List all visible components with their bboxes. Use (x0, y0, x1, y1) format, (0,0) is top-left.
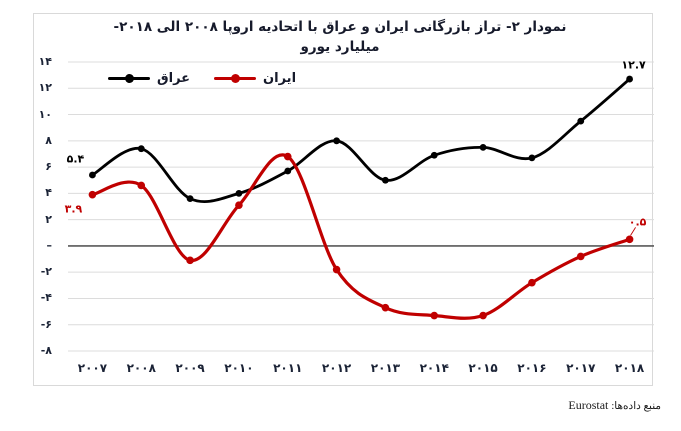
y-axis-tick-label: ۱۴ (38, 55, 52, 68)
data-point-marker (137, 145, 145, 153)
data-point-marker (577, 117, 585, 125)
x-axis-tick-label: ۲۰۱۳ (370, 361, 401, 375)
x-axis-tick-label: ۲۰۱۲ (321, 361, 352, 375)
data-point-marker (186, 256, 194, 265)
data-label: ۵.۴ (66, 152, 85, 166)
data-point-marker (576, 252, 585, 261)
y-axis-tick-label: ۱۲ (38, 81, 52, 95)
data-point-marker (528, 278, 536, 287)
x-axis-tick-label: ۲۰۱۸ (614, 361, 645, 375)
annotation-leader-line (630, 227, 636, 236)
data-point-marker (626, 75, 633, 83)
data-point-marker (479, 143, 487, 151)
y-axis-tick-label: ۴ (45, 186, 52, 200)
data-point-marker (186, 195, 194, 203)
legend-line-marker-icon (214, 74, 257, 83)
y-axis-tick-label: -۸ (40, 344, 52, 357)
legend: عراق ایران (108, 71, 296, 86)
data-point-marker (333, 137, 340, 145)
data-label: ۳.۹ (64, 202, 83, 216)
y-axis-tick-label: – (46, 238, 53, 252)
source-note-label: منبع داده‌ها: (611, 401, 661, 412)
legend-item-iran: ایران (214, 71, 296, 86)
data-point-marker (430, 311, 439, 320)
x-axis-tick-label: ۲۰۰۷ (77, 361, 108, 375)
x-axis-tick-label: ۲۰۱۰ (224, 361, 254, 375)
data-point-marker (528, 154, 536, 162)
legend-label-iraq: عراق (157, 71, 191, 86)
y-axis-tick-label: ۸ (45, 133, 52, 147)
data-point-marker (235, 201, 243, 209)
data-point-marker (284, 167, 292, 175)
chart-border-box (33, 13, 653, 386)
data-point-marker (479, 311, 487, 320)
data-point-marker (381, 303, 390, 312)
legend-item-iraq: عراق (108, 71, 190, 86)
data-point-marker (88, 190, 97, 199)
legend-line-marker-icon (108, 74, 150, 83)
x-axis-tick-label: ۲۰۱۱ (273, 361, 303, 375)
y-axis-tick-label: -۶ (40, 317, 52, 331)
x-axis-tick-label: ۲۰۰۸ (126, 361, 156, 375)
y-axis-tick-label: -۴ (40, 291, 52, 305)
source-note-value: Eurostat (568, 398, 609, 412)
data-label: ۰.۵ (628, 215, 647, 229)
x-axis-tick-label: ۲۰۱۴ (419, 361, 449, 375)
data-point-marker (283, 152, 292, 161)
y-axis-tick-label: -۲ (40, 265, 52, 279)
y-axis-tick-label: ۶ (45, 160, 52, 174)
legend-label-iran: ایران (263, 71, 297, 86)
data-point-marker (625, 235, 634, 244)
data-point-marker (332, 265, 341, 274)
data-point-marker (430, 151, 438, 159)
data-label: ۱۲.۷ (621, 58, 646, 72)
series-line-iraq (91, 77, 631, 203)
y-axis-tick-label: ۲ (45, 212, 52, 226)
data-point-marker (382, 176, 389, 184)
series-line-iran (90, 153, 632, 320)
x-axis-tick-label: ۲۰۱۶ (517, 361, 547, 375)
x-axis-tick-label: ۲۰۰۹ (175, 361, 205, 375)
data-point-marker (235, 189, 243, 197)
chart-title: نمودار ۲- تراز بازرگانی ایران و عراق با … (113, 19, 567, 35)
x-axis-tick-label: ۲۰۱۷ (566, 361, 596, 375)
data-point-marker (89, 171, 96, 179)
x-axis-tick-label: ۲۰۱۵ (468, 361, 498, 375)
source-note: منبع داده‌ها: Eurostat (568, 398, 661, 413)
y-axis-tick-label: ۱۰ (38, 107, 52, 121)
chart-subtitle: میلیارد یورو (300, 39, 380, 55)
data-point-marker (137, 181, 146, 190)
